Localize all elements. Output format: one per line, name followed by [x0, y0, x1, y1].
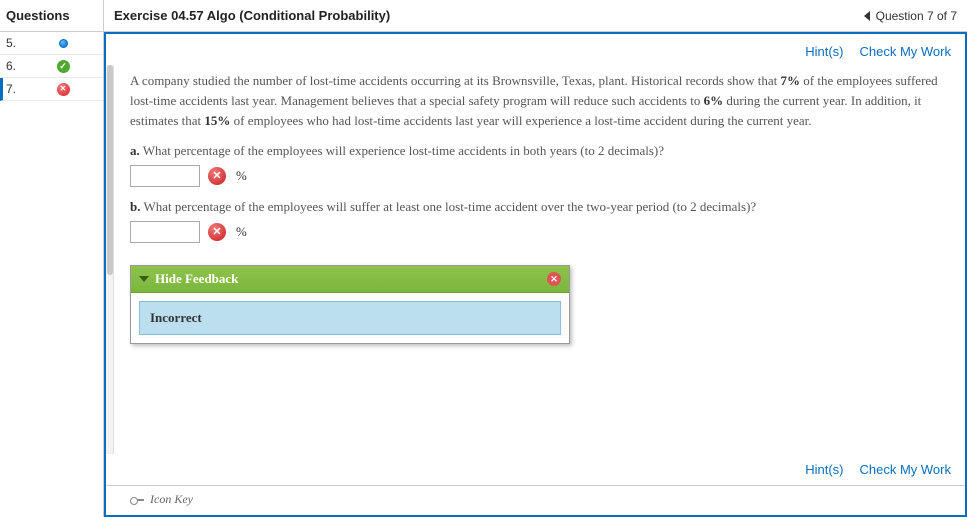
- chevron-left-icon: [864, 11, 870, 21]
- sidebar-item-number: 6.: [6, 59, 56, 73]
- check-work-link[interactable]: Check My Work: [860, 44, 952, 59]
- scrollbar-track[interactable]: [106, 65, 114, 454]
- sidebar-item-q6[interactable]: 6.: [0, 55, 103, 78]
- app-root: Questions 5. 6. 7. Exercise 04.57 Algo (…: [0, 0, 967, 517]
- part-b-answer-row: %: [130, 221, 951, 243]
- feedback-message: Incorrect: [139, 301, 561, 335]
- status-correct-icon: [56, 59, 70, 73]
- incorrect-icon: [208, 223, 226, 241]
- incorrect-icon: [208, 167, 226, 185]
- part-a-input[interactable]: [130, 165, 200, 187]
- part-b-question: What percentage of the employees will su…: [144, 199, 757, 214]
- part-b-input[interactable]: [130, 221, 200, 243]
- part-a-unit: %: [236, 168, 247, 184]
- feedback-toggle[interactable]: Hide Feedback: [131, 266, 569, 293]
- hints-link[interactable]: Hint(s): [805, 44, 843, 59]
- question-body: A company studied the number of lost-tim…: [106, 65, 965, 454]
- question-prompt: A company studied the number of lost-tim…: [130, 71, 951, 131]
- hints-link-bottom[interactable]: Hint(s): [805, 462, 843, 477]
- main-panel: Exercise 04.57 Algo (Conditional Probabi…: [104, 0, 967, 517]
- status-incorrect-icon: [56, 82, 70, 96]
- bottom-toolbar: Hint(s) Check My Work: [106, 454, 965, 485]
- part-a-answer-row: %: [130, 165, 951, 187]
- part-a-label: a.: [130, 143, 140, 158]
- prev-question-button[interactable]: Question 7 of 7: [864, 9, 957, 23]
- icon-key-label[interactable]: Icon Key: [150, 492, 193, 507]
- top-toolbar: Hint(s) Check My Work: [106, 34, 965, 65]
- close-icon[interactable]: [547, 272, 561, 286]
- main-header: Exercise 04.57 Algo (Conditional Probabi…: [104, 0, 967, 32]
- exercise-title: Exercise 04.57 Algo (Conditional Probabi…: [114, 8, 390, 23]
- question-sidebar: Questions 5. 6. 7.: [0, 0, 104, 517]
- feedback-body: Incorrect: [131, 293, 569, 343]
- part-b-unit: %: [236, 224, 247, 240]
- part-a-question: What percentage of the employees will ex…: [143, 143, 664, 158]
- part-b-label: b.: [130, 199, 140, 214]
- question-counter: Question 7 of 7: [876, 9, 957, 23]
- chevron-down-icon: [139, 276, 149, 282]
- sidebar-item-q7[interactable]: 7.: [0, 78, 103, 101]
- scrollbar-thumb[interactable]: [107, 65, 113, 275]
- sidebar-item-number: 7.: [6, 82, 56, 96]
- sidebar-item-q5[interactable]: 5.: [0, 32, 103, 55]
- feedback-toggle-label: Hide Feedback: [155, 271, 238, 287]
- sidebar-header: Questions: [0, 0, 103, 32]
- part-a: a. What percentage of the employees will…: [130, 143, 951, 159]
- check-work-link-bottom[interactable]: Check My Work: [860, 462, 952, 477]
- feedback-panel: Hide Feedback Incorrect: [130, 265, 570, 344]
- key-icon: [130, 495, 144, 505]
- sidebar-item-number: 5.: [6, 36, 56, 50]
- footer-bar: Icon Key: [106, 485, 965, 515]
- content-frame: Hint(s) Check My Work A company studied …: [104, 32, 967, 517]
- part-b: b. What percentage of the employees will…: [130, 199, 951, 215]
- status-in-progress-icon: [56, 36, 70, 50]
